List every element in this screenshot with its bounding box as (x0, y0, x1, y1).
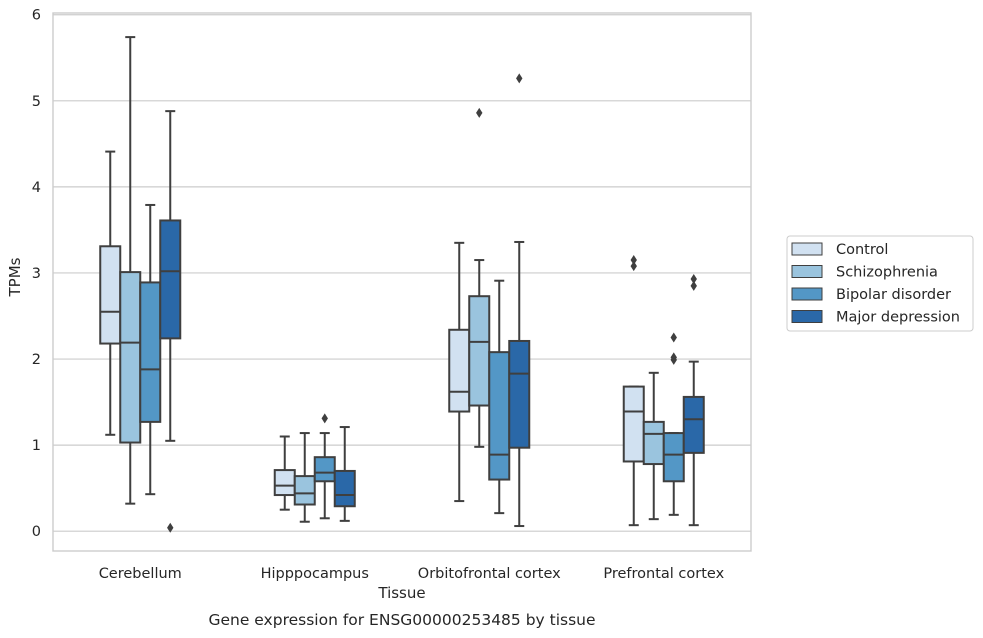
box-iqr (642, 420, 665, 466)
plot-frame (52, 12, 752, 552)
legend-entry-label: Control (836, 242, 888, 258)
legend-entry-label: Schizophrenia (836, 265, 938, 281)
box-iqr (139, 281, 162, 423)
box-groups (99, 36, 705, 533)
box-bipolar-disorder (662, 332, 685, 516)
box-schizophrenia (642, 371, 665, 521)
legend-swatch (791, 310, 823, 323)
y-axis-label: TPMs (6, 257, 24, 297)
box-iqr (622, 385, 645, 463)
box-major-depression (508, 73, 531, 528)
legend-frame (786, 235, 974, 332)
outlier-point (167, 522, 174, 533)
y-tick-label: 4 (32, 180, 41, 196)
legend-swatch (791, 287, 823, 301)
outlier-point (321, 413, 328, 424)
box-bipolar-disorder (313, 413, 336, 520)
y-tick-labels: 0 1 2 3 4 5 6 (32, 8, 41, 540)
box-iqr (293, 475, 316, 506)
y-tick-label: 6 (32, 8, 41, 24)
box-schizophrenia (468, 107, 491, 448)
x-tick-label: Hipppocampus (261, 566, 369, 582)
x-axis-label: Tissue (377, 584, 425, 602)
box-major-depression (682, 273, 705, 527)
box-schizophrenia (293, 432, 316, 523)
outlier-point (670, 332, 677, 343)
outlier-point (690, 273, 697, 284)
outlier-point (690, 280, 697, 291)
box-iqr (488, 351, 511, 481)
legend-swatch (791, 242, 823, 256)
box-iqr (119, 271, 142, 444)
box-iqr (448, 328, 471, 413)
box-major-depression (159, 110, 182, 533)
y-tick-label: 2 (32, 352, 41, 368)
legend-entry-label: Major depression (836, 310, 960, 326)
box-iqr (682, 395, 705, 454)
y-tick-label: 5 (32, 94, 41, 110)
outlier-point (630, 255, 637, 266)
x-tick-label: Prefrontal cortex (603, 566, 724, 582)
x-tick-labels: Cerebellum Hipppocampus Orbitofrontal cort… (99, 566, 725, 582)
x-tick-label: Cerebellum (99, 566, 182, 582)
y-tick-label: 0 (32, 524, 41, 540)
box-iqr (313, 456, 336, 483)
outlier-point (670, 352, 677, 363)
box-control (448, 241, 471, 503)
y-tick-label: 3 (32, 266, 41, 282)
box-iqr (159, 219, 182, 340)
box-iqr (99, 245, 122, 345)
box-major-depression (333, 426, 356, 522)
y-tick-label: 1 (32, 438, 41, 454)
box-iqr (508, 339, 531, 449)
box-bipolar-disorder (488, 279, 511, 515)
box-iqr (273, 469, 296, 497)
box-iqr (468, 295, 491, 407)
outlier-point (476, 107, 483, 118)
legend-swatch (791, 265, 823, 278)
x-tick-label: Orbitofrontal cortex (418, 566, 561, 582)
chart-caption: Gene expression for ENSG00000253485 by t… (208, 611, 595, 629)
outlier-point (516, 73, 523, 84)
box-control (99, 150, 122, 436)
box-iqr (662, 432, 685, 483)
outlier-point (630, 261, 637, 272)
legend: Control Schizophrenia Bipolar disorder Majo… (786, 235, 974, 332)
legend-entry-label: Bipolar disorder (836, 287, 951, 303)
box-bipolar-disorder (139, 203, 162, 496)
box-iqr (333, 469, 356, 508)
